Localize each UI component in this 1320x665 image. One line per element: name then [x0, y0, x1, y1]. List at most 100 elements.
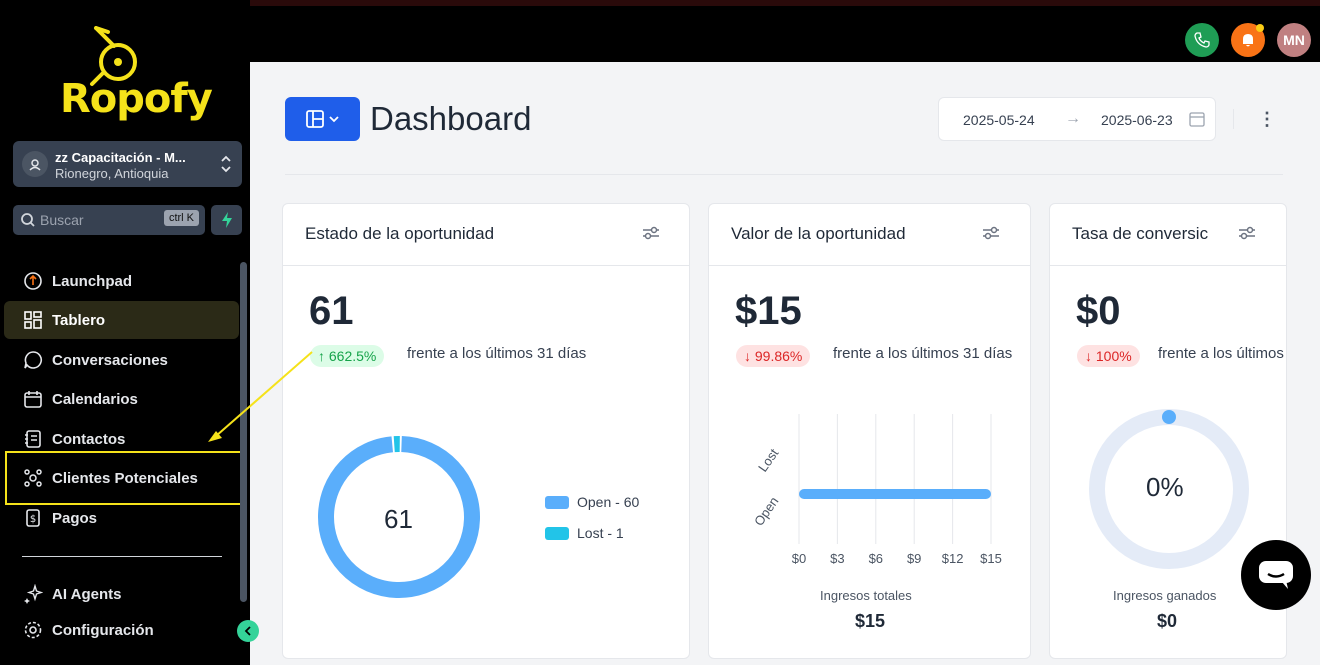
donut-chart: [318, 435, 480, 598]
date-start[interactable]: 2025-05-24: [963, 112, 1035, 128]
metric-value: 61: [309, 289, 354, 333]
bar-chart: $0 $3 $6 $9 $12 $15: [792, 414, 1002, 566]
compare-text: frente a los últimos 31 días: [407, 345, 587, 362]
bar-open[interactable]: [799, 489, 991, 499]
x-tick-label: $6: [869, 551, 883, 566]
arrow-down-icon: ↓: [744, 348, 755, 364]
sidebar-item-label: Pagos: [52, 509, 98, 527]
filter-settings-icon[interactable]: [1238, 226, 1256, 240]
search-input[interactable]: Buscar ctrl K: [13, 205, 205, 235]
card-divider: [1050, 265, 1286, 266]
sidebar-item-calendarios[interactable]: Calendarios: [4, 380, 239, 418]
legend-item-open[interactable]: Open - 60: [545, 494, 639, 510]
sidebar-item-label: Conversaciones: [52, 351, 168, 369]
filter-settings-icon[interactable]: [982, 226, 1000, 240]
legend-swatch: [545, 526, 569, 540]
layout-icon: [305, 110, 324, 128]
x-tick-label: $3: [830, 551, 844, 566]
sidebar-item-label: AI Agents: [52, 585, 122, 603]
main-content: Dashboard 2025-05-24 → 2025-06-23 ⋮ Esta…: [250, 62, 1320, 665]
change-value: 662.5%: [328, 348, 377, 364]
sidebar-item-label: Calendarios: [52, 390, 138, 408]
compare-text: frente a los últimos 31 días: [833, 345, 1013, 362]
ropofy-logo-icon: [90, 26, 137, 86]
filter-settings-icon[interactable]: [642, 226, 660, 240]
legend-label: Lost - 1: [577, 525, 624, 541]
sidebar-item-launchpad[interactable]: Launchpad: [4, 262, 239, 300]
avatar[interactable]: MN: [1277, 23, 1311, 57]
card-valor-oportunidad: Valor de la oportunidad $15 ↓ 99.86% fre…: [708, 203, 1031, 659]
date-range-picker[interactable]: 2025-05-24 → 2025-06-23: [938, 97, 1216, 141]
grid-icon: [24, 311, 42, 329]
sidebar-item-pagos[interactable]: $ Pagos: [4, 499, 239, 537]
card-divider: [709, 265, 1030, 266]
chevron-down-icon: [328, 116, 339, 123]
gauge-chart: [1089, 409, 1249, 569]
sidebar-item-contactos[interactable]: Contactos: [4, 420, 239, 458]
change-value: 100%: [1095, 348, 1132, 364]
funnel-icon: [24, 469, 42, 487]
sidebar-item-label: Configuración: [52, 621, 154, 639]
gear-icon: [24, 621, 42, 639]
more-options-icon[interactable]: ⋮: [1258, 109, 1276, 129]
chat-icon: [24, 351, 42, 369]
sidebar-item-label: Contactos: [52, 430, 126, 448]
payment-icon: $: [26, 509, 40, 527]
sidebar-item-configuracion[interactable]: Configuración: [4, 611, 239, 649]
sidebar-item-label: Clientes Potenciales: [52, 469, 198, 487]
quick-action-button[interactable]: [211, 205, 242, 235]
chat-widget-button[interactable]: [1241, 540, 1311, 610]
gauge-center-value: 0%: [1146, 472, 1184, 502]
location-switcher[interactable]: zz Capacitación - M... Rionegro, Antioqu…: [13, 141, 242, 187]
location-name: zz Capacitación - M...: [55, 150, 186, 165]
highlight-box: [5, 451, 246, 505]
header-divider-line: [285, 174, 1283, 175]
search-shortcut: ctrl K: [163, 210, 199, 226]
dashboard-switcher-button[interactable]: [285, 97, 360, 141]
sidebar-item-conversaciones[interactable]: Conversaciones: [4, 341, 239, 379]
arrow-right-icon: →: [1065, 110, 1081, 127]
chevron-left-icon: [244, 626, 251, 636]
legend-swatch: [545, 495, 569, 509]
search-placeholder: Buscar: [40, 212, 84, 228]
donut-slice-open[interactable]: [318, 435, 480, 598]
calendar-icon: [1189, 112, 1205, 127]
arrow-down-icon: ↓: [1085, 348, 1096, 364]
sidebar-item-tablero[interactable]: Tablero: [4, 301, 239, 339]
logo-text: Ropofy: [60, 76, 213, 122]
donut-center-value: 61: [384, 504, 413, 534]
sidebar: Ropofy zz Capacitación - M... Rionegro, …: [0, 0, 250, 665]
legend-item-lost[interactable]: Lost - 1: [545, 525, 624, 541]
chat-bubble-icon: [1259, 561, 1293, 589]
metric-value: $0: [1076, 289, 1121, 333]
change-badge: ↓ 100%: [1077, 345, 1140, 367]
topbar: MN: [250, 0, 1320, 62]
card-title: Estado de la oportunidad: [305, 224, 495, 243]
sidebar-item-label: Tablero: [52, 311, 106, 329]
sidebar-scrollbar[interactable]: [240, 262, 247, 602]
x-tick-label: $15: [980, 551, 1002, 566]
change-badge: ↓ 99.86%: [736, 345, 811, 367]
change-value: 99.86%: [754, 348, 803, 364]
footer-label: Ingresos ganados: [1113, 588, 1217, 603]
sidebar-item-clientes-potenciales[interactable]: Clientes Potenciales: [4, 459, 239, 497]
collapse-sidebar-button[interactable]: [237, 620, 259, 642]
compare-text: frente a los últimos: [1158, 345, 1284, 362]
rocket-icon: [24, 272, 42, 290]
sidebar-divider: [22, 556, 222, 557]
phone-button[interactable]: [1185, 23, 1219, 57]
phone-icon: [1194, 32, 1210, 48]
card-title: Tasa de conversic: [1072, 224, 1209, 243]
change-badge: ↑ 662.5%: [310, 345, 385, 367]
svg-text:$: $: [30, 514, 36, 525]
sparkle-icon: [24, 584, 43, 604]
chevron-updown-icon: [221, 155, 231, 173]
bell-icon: [1243, 34, 1253, 47]
date-end[interactable]: 2025-06-23: [1101, 112, 1173, 128]
sidebar-item-ai-agents[interactable]: AI Agents: [4, 575, 239, 613]
contacts-icon: [25, 430, 41, 448]
page-title: Dashboard: [370, 100, 532, 137]
sidebar-item-label: Launchpad: [52, 272, 133, 290]
x-tick-label: $0: [792, 551, 806, 566]
notifications-button[interactable]: [1231, 23, 1265, 57]
